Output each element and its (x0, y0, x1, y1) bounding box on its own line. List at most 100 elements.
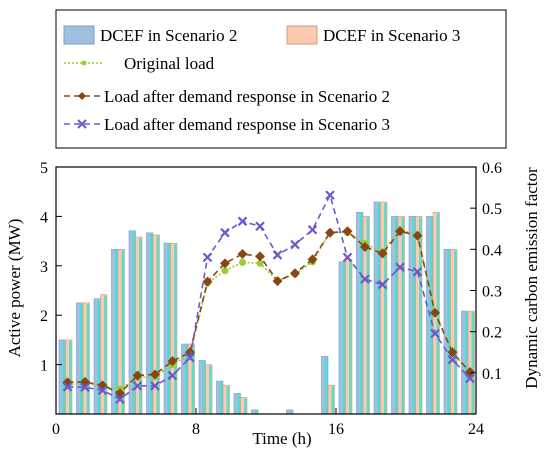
bar-dcef-s2-shade (97, 299, 101, 414)
legend-frame (55, 9, 507, 149)
point-load-s3 (97, 385, 108, 396)
point-load-s3 (325, 190, 335, 200)
point-load-s3 (465, 373, 475, 384)
legend-marker-original-load (64, 60, 104, 66)
bar-dcef-s3-shade (191, 345, 195, 414)
bar-dcef-s2-shade (237, 394, 241, 414)
bar-dcef-s3-shade (419, 217, 422, 414)
x-axis-label: Time (h) (252, 429, 311, 448)
bar-dcef-s2-shade (447, 250, 451, 414)
y-axis-left-label: Active power (MW) (5, 219, 24, 358)
bar-dcef-s3-shade (349, 260, 352, 414)
bar-dcef-s3-shade (471, 312, 475, 414)
point-load-s2 (307, 254, 318, 265)
point-load-s2 (220, 258, 230, 269)
bar-dcef-s3-shade (121, 250, 125, 414)
point-load-s3 (307, 224, 318, 235)
point-load-s2 (412, 230, 423, 241)
point-load-s3 (80, 382, 90, 393)
point-load-s2 (237, 248, 248, 259)
legend-marker-load-s3 (64, 119, 100, 129)
bar-dcef-s3-shade (401, 217, 405, 414)
y-right-tick-label: 0.4 (482, 242, 502, 259)
point-load-s2 (430, 307, 440, 318)
y-right-tick-label: 0.3 (482, 284, 502, 301)
bar-dcef-s3-shade (69, 340, 72, 414)
point-load-s2 (132, 370, 143, 381)
bar-dcef-s2-shade (412, 217, 416, 414)
point-load-s3 (430, 328, 440, 339)
point-load-s2 (360, 242, 370, 253)
point-load-s3 (167, 370, 178, 381)
bar-dcef-s3-shade (209, 365, 212, 414)
point-load-s3 (447, 354, 458, 365)
point-load-s2 (290, 268, 300, 279)
bar-dcef-s2-shade (185, 345, 188, 414)
bar-dcef-s3-shade (244, 398, 247, 414)
point-load-s3 (255, 221, 265, 232)
point-load-s3 (132, 381, 143, 391)
point-load-s2 (255, 251, 265, 262)
point-load-s2 (325, 227, 335, 238)
point-load-s3 (377, 279, 388, 290)
legend: DCEF in Scenario 2 DCEF in Scenario 3 Or… (55, 9, 507, 149)
y-left-tick-label: 1 (40, 358, 48, 375)
point-original-load (221, 267, 229, 275)
point-load-s2 (377, 248, 388, 259)
y-right-tick-label: 0.5 (482, 201, 502, 218)
bar-dcef-s2-shade (395, 217, 398, 414)
y-left-tick-label: 4 (40, 209, 48, 226)
axes-layer: 0 8 16 24 1 2 3 4 5 0.1 0.2 0.3 0.4 0.5 0.6 (40, 160, 502, 438)
point-load-s3 (395, 262, 405, 273)
legend-swatch-dcef-s3 (286, 25, 318, 45)
point-load-s3 (412, 266, 423, 277)
bar-dcef-s2-shade (62, 340, 66, 414)
bar-dcef-s3-shade (454, 250, 457, 414)
y-left-tick-label: 3 (40, 259, 48, 276)
x-tick-label: 24 (468, 421, 484, 438)
bar-dcef-s2-shade (290, 410, 293, 414)
point-load-s2 (272, 276, 283, 287)
point-load-s3 (202, 252, 213, 263)
y-right-tick-label: 0.2 (482, 325, 502, 342)
bar-dcef-s2-shade (465, 312, 468, 414)
bar-dcef-s3-shade (384, 202, 387, 414)
bars-layer (58, 201, 475, 415)
bar-dcef-s2-shade (167, 244, 171, 414)
legend-swatch-dcef-s2 (63, 25, 95, 45)
bar-dcef-s2-shade (115, 250, 118, 414)
x-tick-label: 0 (52, 421, 60, 438)
point-load-s2 (395, 226, 405, 237)
point-load-s3 (290, 239, 300, 250)
bar-dcef-s3-shade (226, 386, 230, 414)
x-tick-label: 16 (328, 421, 344, 438)
legend-marker-load-s2 (64, 92, 100, 100)
bar-dcef-s2-shade (202, 361, 206, 414)
bar-dcef-s2-shade (325, 357, 328, 414)
bar-dcef-s2-shade (342, 262, 346, 414)
bar-dcef-s2-shade (80, 303, 83, 414)
point-original-load (256, 259, 264, 267)
point-load-s3 (150, 381, 160, 391)
legend-label-load-s2: Load after demand response in Scenario 2 (104, 87, 390, 106)
point-load-s2 (150, 369, 160, 380)
bar-dcef-s2-shade (150, 233, 153, 414)
x-tick-label: 8 (192, 421, 200, 438)
bar-dcef-s3-shade (139, 237, 142, 414)
bar-dcef-s2-shade (377, 202, 381, 414)
bar-dcef-s3-shade (86, 303, 90, 414)
legend-label-dcef-s2: DCEF in Scenario 2 (100, 26, 237, 45)
y-axis-right-label: Dynamic carbon emission factor (522, 167, 541, 389)
y-left-tick-label: 2 (40, 308, 48, 325)
y-right-tick-label: 0.6 (482, 160, 502, 177)
point-load-s3 (272, 250, 283, 260)
point-load-s3 (342, 252, 353, 263)
line-load-s2 (67, 230, 471, 395)
lines-layer (62, 190, 475, 404)
bar-dcef-s2-shade (360, 213, 363, 414)
legend-label-original-load: Original load (124, 54, 215, 73)
point-load-s3 (237, 216, 248, 227)
point-original-load (239, 258, 246, 266)
legend-label-load-s3: Load after demand response in Scenario 3 (104, 115, 390, 134)
